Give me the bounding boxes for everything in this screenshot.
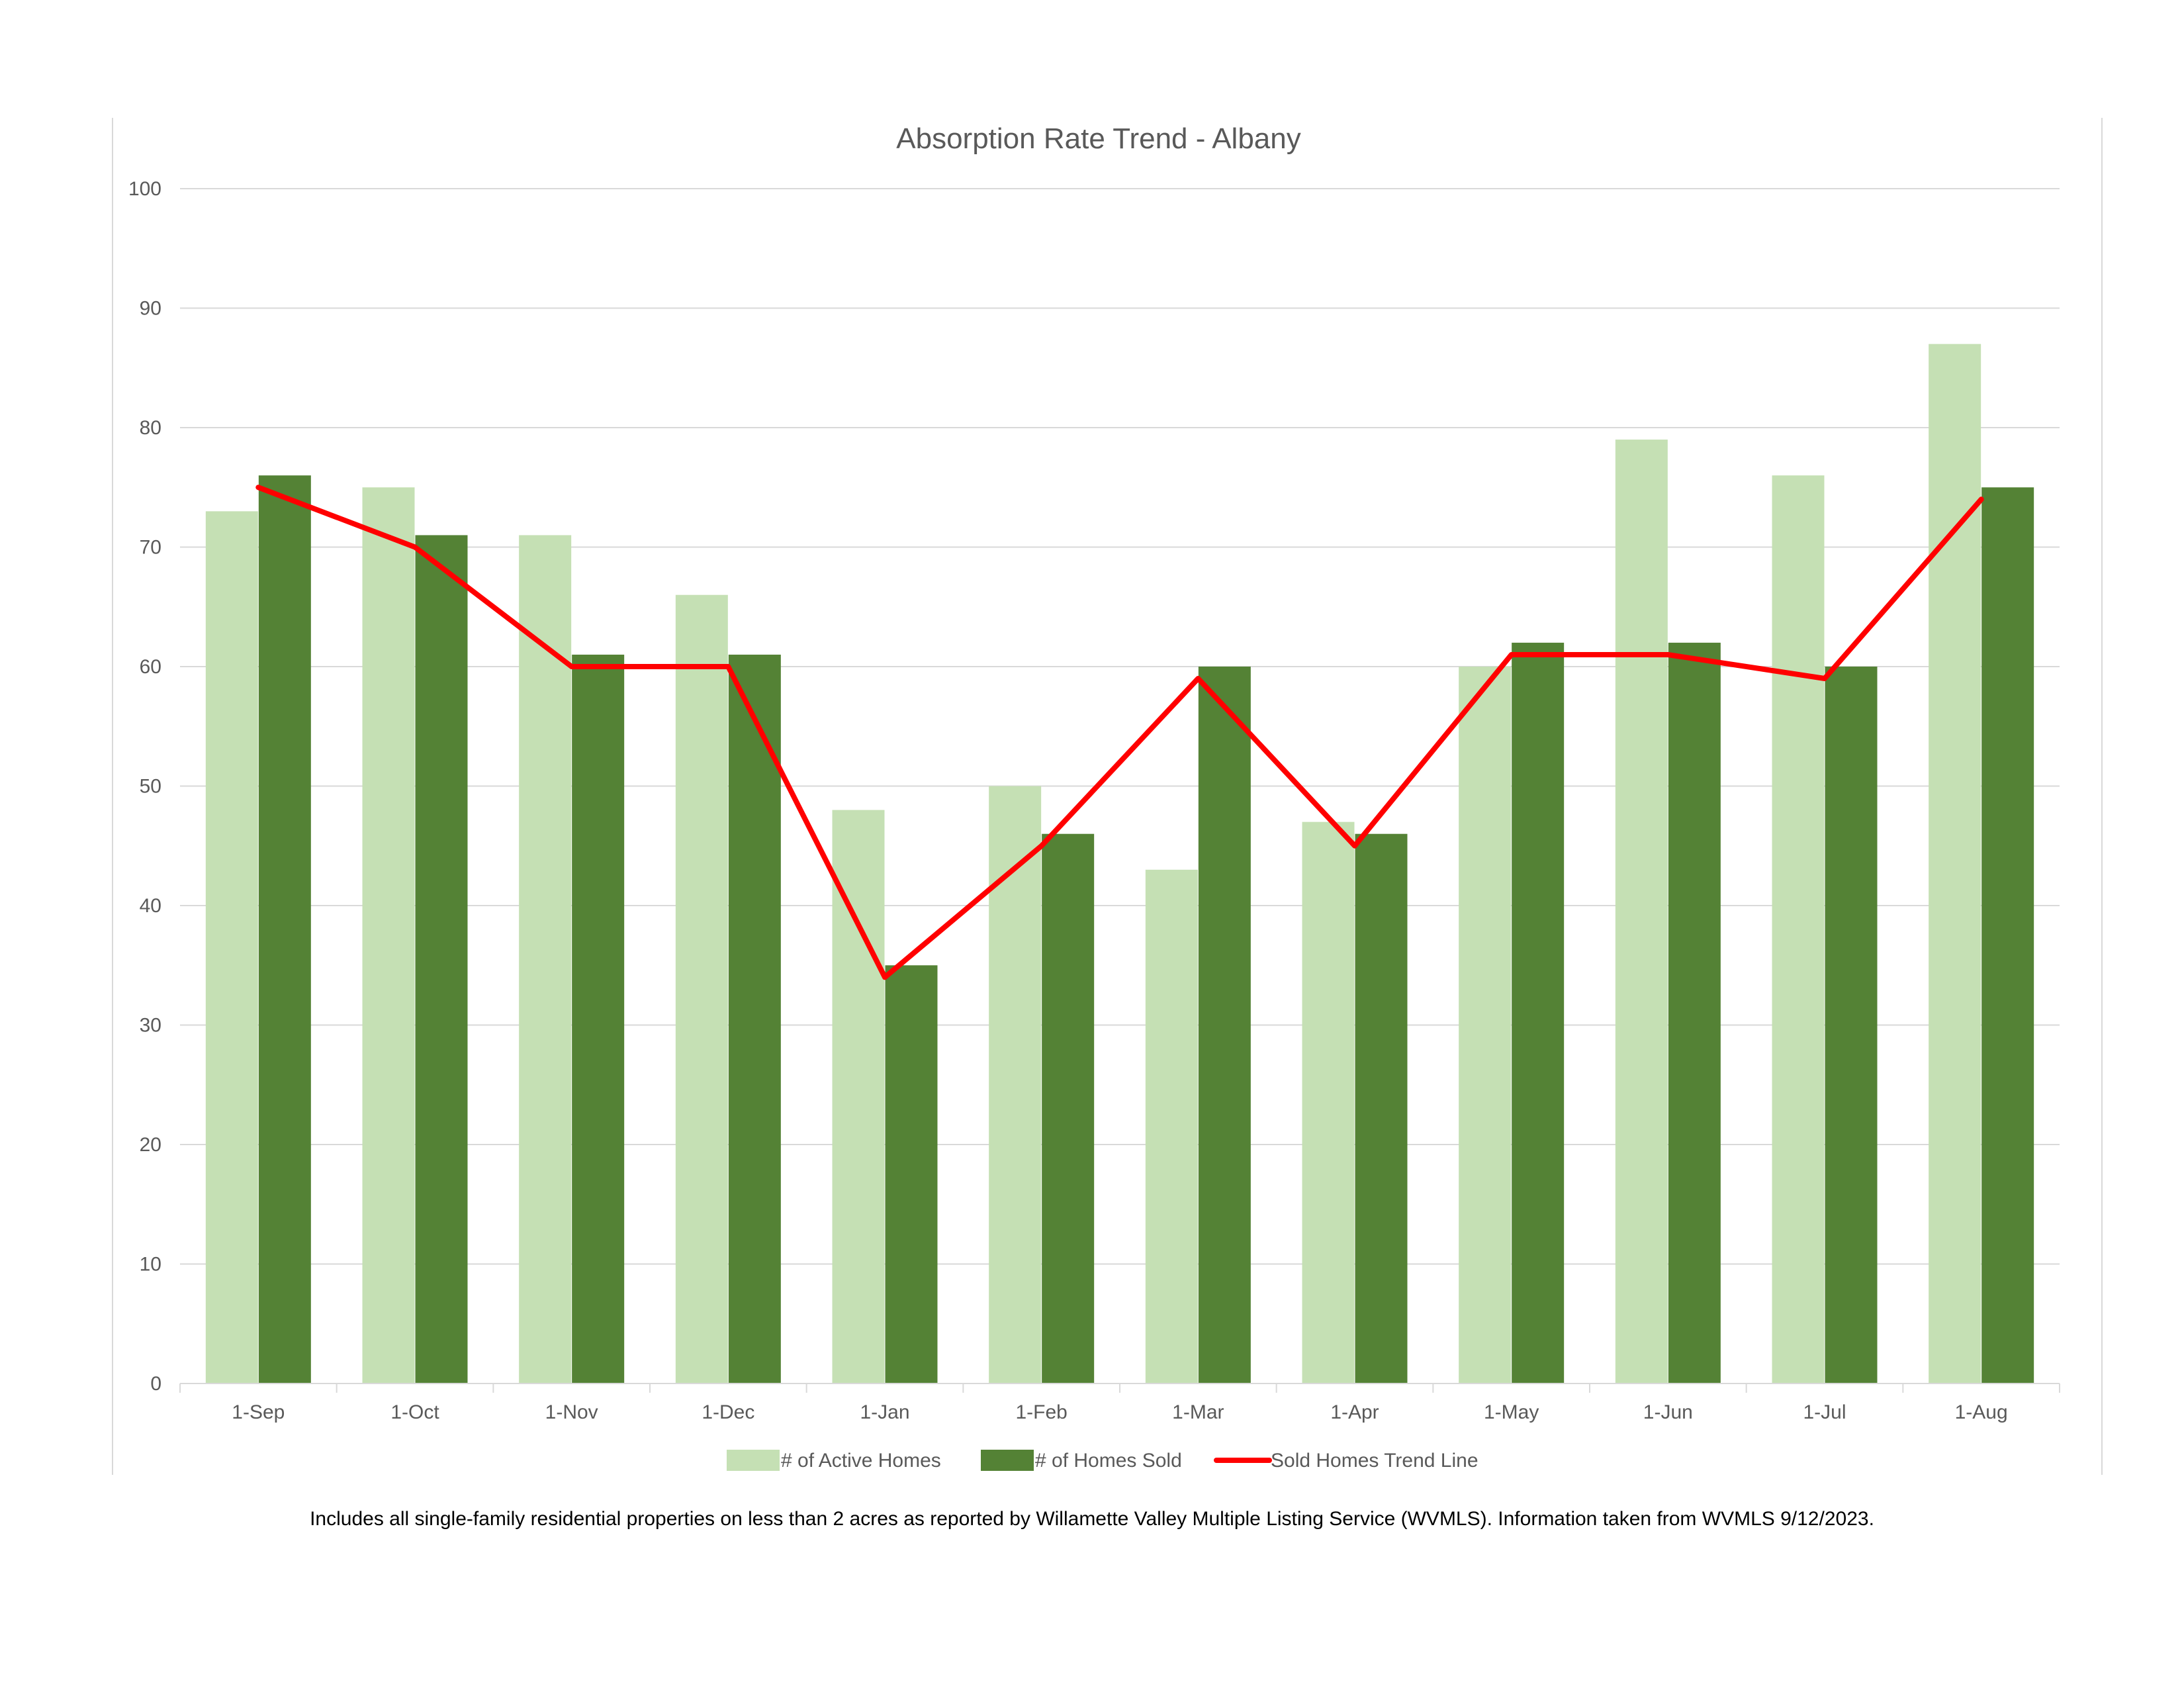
y-tick-label: 0 [150, 1373, 161, 1395]
x-tick-label: 1-Mar [1172, 1401, 1224, 1423]
bar-active-homes [1145, 869, 1198, 1383]
bar-homes-sold [1355, 833, 1408, 1383]
legend-label: Sold Homes Trend Line [1271, 1450, 1479, 1472]
bar-homes-sold [885, 965, 938, 1383]
y-tick-label: 70 [140, 537, 161, 559]
bar-homes-sold [1825, 667, 1878, 1383]
bar-homes-sold [1042, 833, 1095, 1383]
bar-active-homes [1929, 344, 1981, 1383]
trend-line-layer [255, 485, 1984, 980]
bar-active-homes [1302, 821, 1355, 1383]
bar-active-homes [832, 810, 885, 1383]
y-tick-label: 10 [140, 1254, 161, 1276]
x-tick-label: 1-Dec [702, 1401, 754, 1423]
y-tick-label: 30 [140, 1015, 161, 1037]
legend-swatch [981, 1450, 1034, 1471]
x-tick-label: 1-Sep [232, 1401, 285, 1423]
legend: # of Active Homes # of Homes Sold Sold Hom… [727, 1450, 1479, 1472]
x-tick-label: 1-Apr [1330, 1401, 1379, 1423]
bar-homes-sold [415, 535, 468, 1384]
legend-swatch [727, 1450, 780, 1471]
bar-homes-sold [728, 654, 781, 1384]
bar-homes-sold [1198, 667, 1251, 1383]
bar-active-homes [1772, 475, 1825, 1384]
x-tick-label: 1-Oct [390, 1401, 439, 1423]
y-tick-label: 50 [140, 776, 161, 798]
bar-active-homes [205, 511, 258, 1383]
footnote: Includes all single-family residential p… [310, 1508, 1874, 1530]
x-tick-label: 1-May [1484, 1401, 1539, 1423]
y-tick-label: 60 [140, 656, 161, 678]
bar-homes-sold [1981, 487, 2034, 1383]
bar-active-homes [1459, 667, 1512, 1383]
legend-label: # of Homes Sold [1035, 1450, 1182, 1472]
y-tick-label: 100 [128, 178, 161, 200]
bar-active-homes [989, 786, 1042, 1383]
bar-homes-sold [1668, 642, 1721, 1383]
legend-label: # of Active Homes [781, 1450, 941, 1472]
gridlines [180, 188, 2060, 1265]
y-tick-label: 40 [140, 895, 161, 917]
bar-active-homes [519, 535, 572, 1384]
chart-title: Absorption Rate Trend - Albany [896, 122, 1300, 155]
x-tick-label: 1-Aug [1955, 1401, 2008, 1423]
trend-line [255, 485, 1984, 980]
x-tick-label: 1-Nov [545, 1401, 598, 1423]
x-tick-label: 1-Jan [860, 1401, 909, 1423]
bars [205, 344, 2034, 1384]
y-tick-label: 90 [140, 298, 161, 320]
x-tick-label: 1-Feb [1015, 1401, 1067, 1423]
x-tick-label: 1-Jun [1643, 1401, 1693, 1423]
bar-active-homes [362, 487, 415, 1383]
axes: 0 10 20 30 40 50 60 70 80 90 100 1-Sep 1-Oct 1-Nov 1-D… [128, 178, 2060, 1423]
bar-homes-sold [572, 654, 625, 1384]
x-tick-label: 1-Jul [1803, 1401, 1846, 1423]
bar-homes-sold [258, 475, 311, 1384]
bar-active-homes [675, 594, 728, 1384]
y-tick-label: 80 [140, 417, 161, 439]
bar-active-homes [1615, 440, 1668, 1383]
y-tick-label: 20 [140, 1134, 161, 1156]
bar-homes-sold [1512, 642, 1565, 1383]
